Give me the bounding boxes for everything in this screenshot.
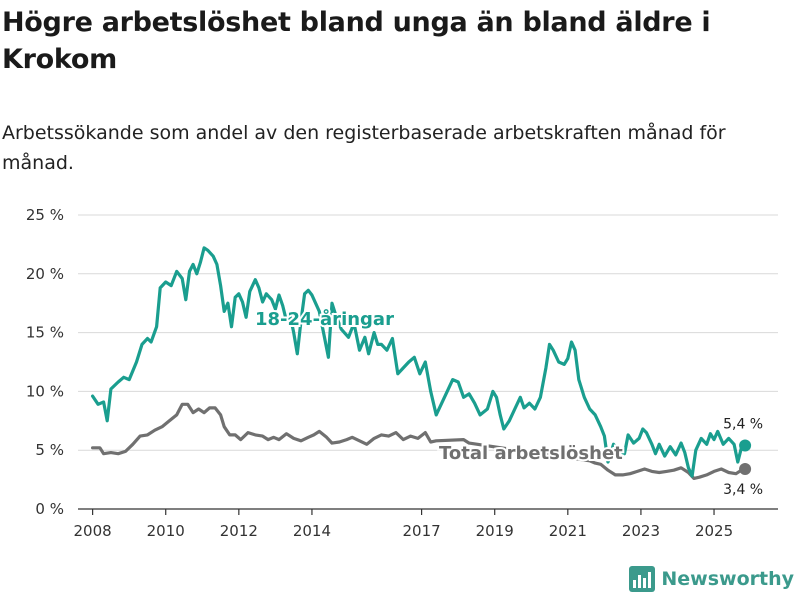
end-point-total [739, 463, 752, 476]
y-tick-label: 25 % [26, 206, 64, 224]
chart-subtitle: Arbetssökande som andel av den registerb… [2, 122, 726, 174]
x-tick-label: 2017 [403, 522, 441, 540]
bar-chart-logo-icon [629, 566, 656, 592]
y-tick-label: 0 % [35, 500, 64, 518]
series-lines [91, 246, 752, 480]
x-tick-label: 2021 [549, 522, 587, 540]
chart-title: Högre arbetslöshet bland unga än bland ä… [2, 7, 711, 75]
x-tick-label: 2014 [293, 522, 331, 540]
series-label-youth: 18-24-åringar [255, 308, 394, 330]
line-chart: 0 %5 %10 %15 %20 %25 % 2008 2010 2012 2014 2… [26, 206, 778, 540]
y-tick-label: 10 % [26, 382, 64, 400]
x-tick-label: 2012 [220, 522, 258, 540]
end-label-total: 3,4 % [723, 482, 763, 498]
x-axis-ticks: 2008 2010 2012 2014 2017 2019 2021 2023 2025 [74, 509, 733, 540]
end-label-youth: 5,4 % [723, 416, 763, 432]
x-tick-label: 2023 [622, 522, 660, 540]
series-line-total [91, 402, 747, 480]
x-tick-label: 2019 [476, 522, 514, 540]
y-axis-ticks: 0 % 5 % 10 % 15 % 20 % 25 % [26, 206, 64, 518]
newsworthy-logo: Newsworthy [629, 566, 794, 592]
x-tick-label: 2010 [147, 522, 185, 540]
y-tick-label: 20 % [26, 265, 64, 283]
y-tick-label: 15 % [26, 324, 64, 342]
gridlines [78, 214, 778, 510]
x-tick-label: 2025 [695, 522, 733, 540]
y-tick-label: 5 % [35, 441, 64, 459]
brand-name: Newsworthy [661, 568, 794, 590]
series-label-total: Total arbetslöshet [439, 443, 623, 464]
end-point-youth [739, 439, 752, 452]
series-labels: 18-24-åringar Total arbetslöshet 5,4 % 3,4 … [253, 306, 763, 498]
x-tick-label: 2008 [74, 522, 112, 540]
series-line-youth [91, 246, 747, 478]
